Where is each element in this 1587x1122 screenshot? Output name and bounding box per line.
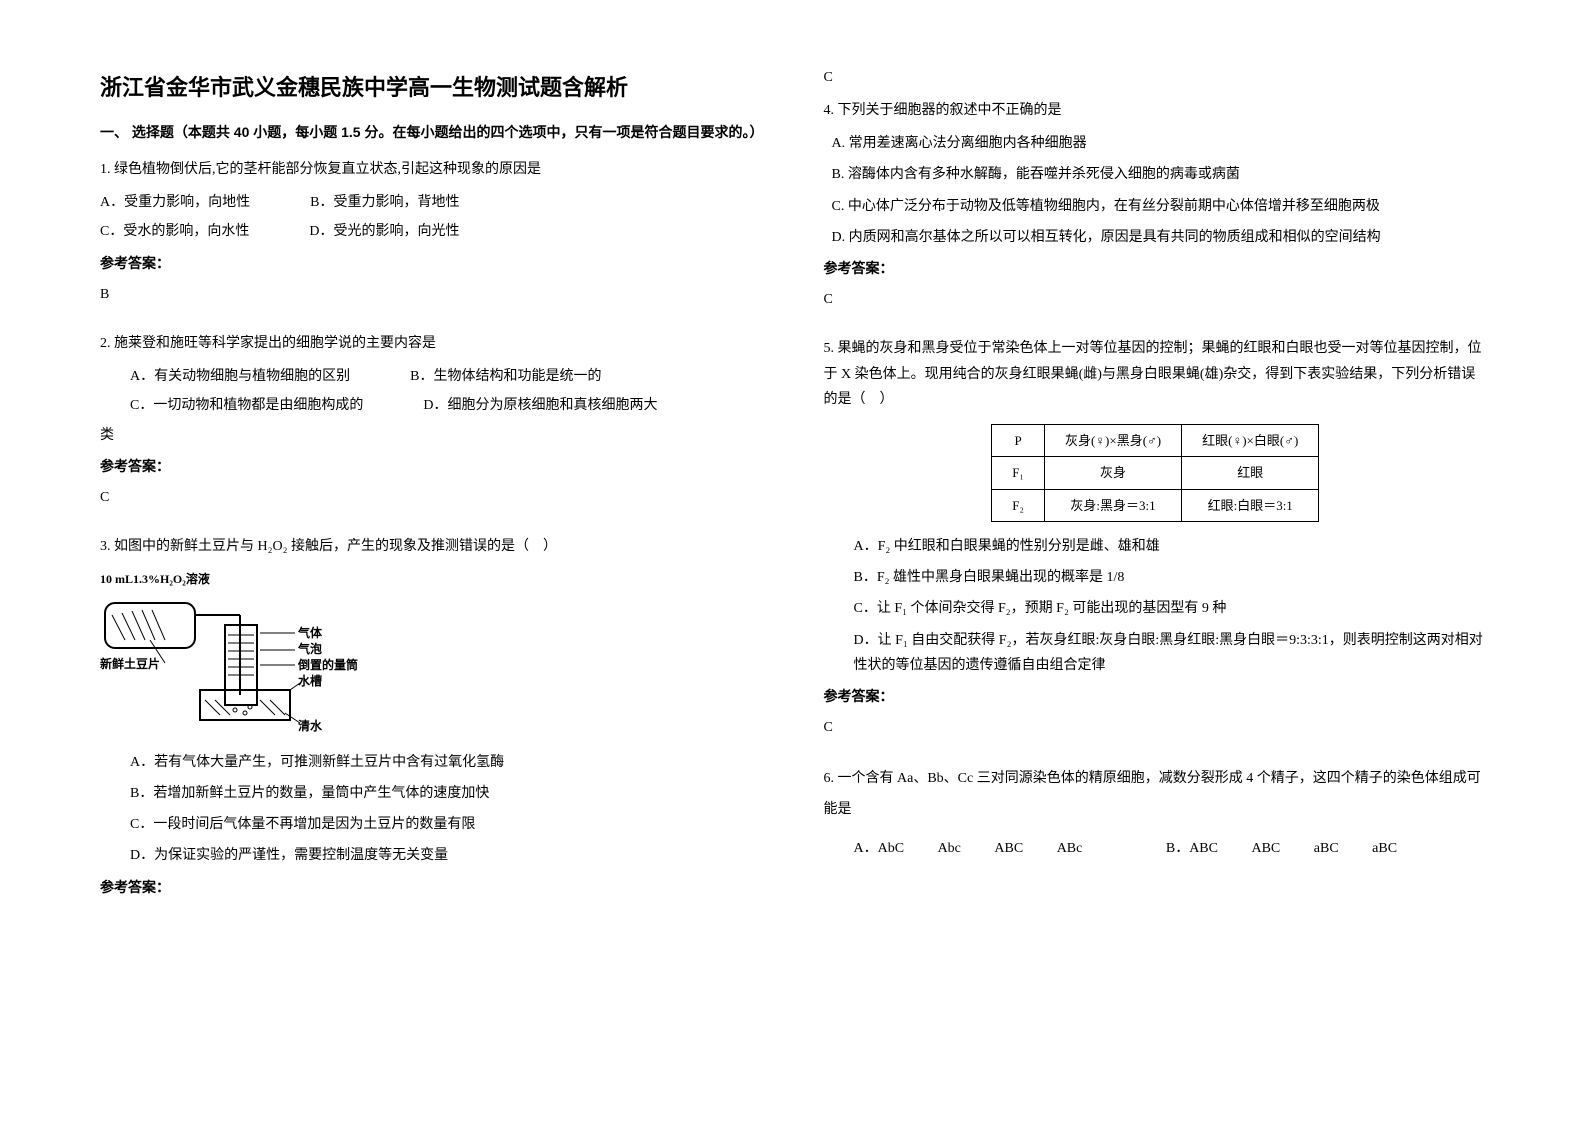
options-row: C．一切动物和植物都是由细胞构成的 D．细胞分为原核细胞和真核细胞两大 [100, 393, 764, 418]
option-c: C．一段时间后气体量不再增加是因为土豆片的数量有限 [100, 812, 764, 837]
answer-value: C [824, 715, 1488, 740]
question-6: 6. 一个含有 Aa、Bb、Cc 三对同源染色体的精原细胞，减数分裂形成 4 个… [824, 764, 1488, 861]
option-b-part: B．ABC [1166, 836, 1218, 861]
label-gas: 气体 [297, 625, 323, 640]
question-2: 2. 施莱登和施旺等科学家提出的细胞学说的主要内容是 A．有关动物细胞与植物细胞… [100, 331, 764, 522]
label-trough: 水槽 [298, 673, 322, 688]
table-cell: F₂ [992, 489, 1045, 521]
answer-label: 参考答案： [824, 256, 1488, 281]
question-text: 5. 果蝇的灰身和黑身受位于常染色体上一对等位基因的控制；果蝇的红眼和白眼也受一… [824, 336, 1488, 412]
option-a: A．受重力影响，向地性 [100, 190, 250, 215]
table-cell: F₁ [992, 457, 1045, 489]
option-a-part: A．AbC [854, 836, 905, 861]
table-cell: 红眼:白眼＝3:1 [1182, 489, 1319, 521]
answer-value: C [824, 70, 1488, 86]
left-column: 浙江省金华市武义金穗民族中学高一生物测试题含解析 一、 选择题（本题共 40 小… [100, 70, 764, 1052]
answer-label: 参考答案： [100, 454, 764, 479]
options-row: A．有关动物细胞与植物细胞的区别 B．生物体结构和功能是统一的 [100, 364, 764, 389]
option-c: C. 中心体广泛分布于动物及低等植物细胞内，在有丝分裂前期中心体倍增并移至细胞两… [824, 194, 1488, 219]
option-a-part: ABC [994, 836, 1023, 861]
question-text: 1. 绿色植物倒伏后,它的茎杆能部分恢复直立状态,引起这种现象的原因是 [100, 157, 764, 182]
document-title: 浙江省金华市武义金穗民族中学高一生物测试题含解析 [100, 70, 764, 102]
question-text: 2. 施莱登和施旺等科学家提出的细胞学说的主要内容是 [100, 331, 764, 356]
question-text: 4. 下列关于细胞器的叙述中不正确的是 [824, 98, 1488, 123]
question-text: 3. 如图中的新鲜土豆片与 H₂O₂ 接触后，产生的现象及推测错误的是（ ） [100, 534, 764, 559]
option-a: A．有关动物细胞与植物细胞的区别 [130, 364, 350, 389]
option-b-part: ABC [1251, 836, 1280, 861]
question-text: 6. 一个含有 Aa、Bb、Cc 三对同源染色体的精原细胞，减数分裂形成 4 个… [824, 764, 1488, 826]
answer-label: 参考答案： [824, 684, 1488, 709]
option-a: A. 常用差速离心法分离细胞内各种细胞器 [824, 131, 1488, 156]
label-bubble: 气泡 [297, 641, 322, 656]
label-potato: 新鲜土豆片 [100, 656, 160, 671]
option-d: D．细胞分为原核细胞和真核细胞两大 [423, 393, 657, 418]
table-row: F₂ 灰身:黑身＝3:1 红眼:白眼＝3:1 [992, 489, 1319, 521]
question-3: 3. 如图中的新鲜土豆片与 H₂O₂ 接触后，产生的现象及推测错误的是（ ） 1… [100, 534, 764, 906]
option-d: D．为保证实验的严谨性，需要控制温度等无关变量 [100, 843, 764, 868]
option-b: B. 溶酶体内含有多种水解酶，能吞噬并杀死侵入细胞的病毒或病菌 [824, 162, 1488, 187]
table-row: P 灰身(♀)×黑身(♂) 红眼(♀)×白眼(♂) [992, 424, 1319, 456]
cross-table: P 灰身(♀)×黑身(♂) 红眼(♀)×白眼(♂) F₁ 灰身 红眼 F₂ 灰身… [824, 424, 1488, 522]
option-a-part: Abc [938, 836, 961, 861]
table-cell: 灰身(♀)×黑身(♂) [1044, 424, 1181, 456]
option-b-part: aBC [1314, 836, 1339, 861]
option-c: C．一切动物和植物都是由细胞构成的 [130, 393, 363, 418]
question-4: 4. 下列关于细胞器的叙述中不正确的是 A. 常用差速离心法分离细胞内各种细胞器… [824, 98, 1488, 324]
label-cylinder: 倒置的量筒 [297, 657, 358, 672]
option-c: C．受水的影响，向水性 [100, 219, 249, 244]
option-b: B．若增加新鲜土豆片的数量，量筒中产生气体的速度加快 [100, 781, 764, 806]
option-d: D．让 F₁ 自由交配获得 F₂，若灰身红眼:灰身白眼:黑身红眼:黑身白眼＝9:… [824, 628, 1488, 678]
table-cell: P [992, 424, 1045, 456]
label-water: 清水 [298, 718, 323, 733]
answer-value: C [824, 287, 1488, 312]
section-header: 一、 选择题（本题共 40 小题，每小题 1.5 分。在每小题给出的四个选项中，… [100, 122, 764, 142]
option-a: A．若有气体大量产生，可推测新鲜土豆片中含有过氧化氢酶 [100, 750, 764, 775]
option-b-part: aBC [1372, 836, 1397, 861]
table-cell: 灰身 [1044, 457, 1181, 489]
options-row: C．受水的影响，向水性 D．受光的影响，向光性 [100, 219, 764, 244]
option-a: A．F₂ 中红眼和白眼果蝇的性别分别是雌、雄和雄 [824, 534, 1488, 559]
experiment-diagram: 10 mL1.3%H₂O₂溶液 [100, 569, 764, 735]
question-1: 1. 绿色植物倒伏后,它的茎杆能部分恢复直立状态,引起这种现象的原因是 A．受重… [100, 157, 764, 319]
answer-label: 参考答案： [100, 875, 764, 900]
options-row: A．受重力影响，向地性 B．受重力影响，背地性 [100, 190, 764, 215]
option-b: B．F₂ 雄性中黑身白眼果蝇出现的概率是 1/8 [824, 565, 1488, 590]
right-column: C 4. 下列关于细胞器的叙述中不正确的是 A. 常用差速离心法分离细胞内各种细… [824, 70, 1488, 1052]
option-b: B．受重力影响，背地性 [310, 190, 459, 215]
table-cell: 红眼 [1182, 457, 1319, 489]
option-d: D. 内质网和高尔基体之所以可以相互转化，原因是具有共同的物质组成和相似的空间结… [824, 225, 1488, 250]
diagram-title: 10 mL1.3%H₂O₂溶液 [100, 569, 764, 591]
option-a-part: ABc [1057, 836, 1083, 861]
table-cell: 红眼(♀)×白眼(♂) [1182, 424, 1319, 456]
table-cell: 灰身:黑身＝3:1 [1044, 489, 1181, 521]
option-b: B．生物体结构和功能是统一的 [410, 364, 601, 389]
table-row: F₁ 灰身 红眼 [992, 457, 1319, 489]
answer-value: C [100, 485, 764, 510]
question-5: 5. 果蝇的灰身和黑身受位于常染色体上一对等位基因的控制；果蝇的红眼和白眼也受一… [824, 336, 1488, 752]
answer-value: B [100, 282, 764, 307]
option-d: D．受光的影响，向光性 [309, 219, 459, 244]
option-tail: 类 [100, 423, 764, 448]
genetics-table: P 灰身(♀)×黑身(♂) 红眼(♀)×白眼(♂) F₁ 灰身 红眼 F₂ 灰身… [991, 424, 1319, 522]
option-c: C．让 F₁ 个体间杂交得 F₂，预期 F₂ 可能出现的基因型有 9 种 [824, 596, 1488, 621]
options-line: A．AbC Abc ABC ABc B．ABC ABC aBC aBC [824, 836, 1488, 861]
answer-label: 参考答案： [100, 251, 764, 276]
diagram-svg: 新鲜土豆片 气体 气泡 倒置的量筒 水槽 清水 [100, 595, 380, 735]
